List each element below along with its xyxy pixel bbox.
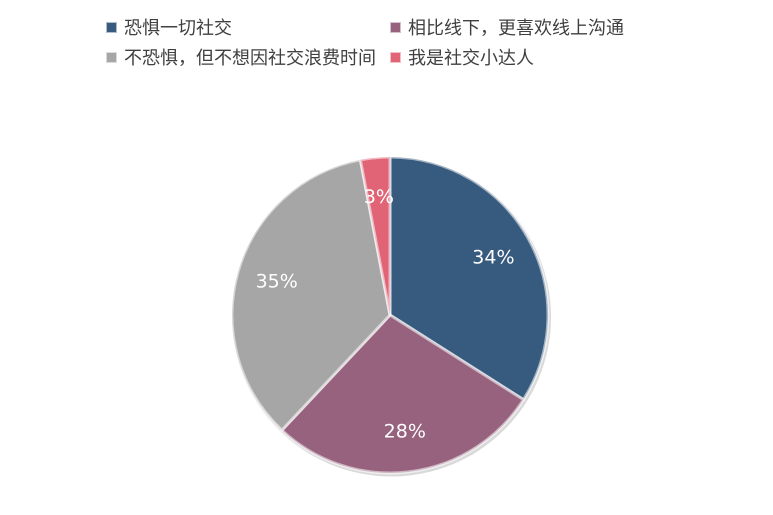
legend-label-2: 不恐惧，但不想因社交浪费时间 [124,48,376,69]
legend-label-0: 恐惧一切社交 [124,18,232,39]
slice-label-2: 35% [256,271,298,293]
legend-item-0: 恐惧一切社交 [106,14,232,40]
pie-slice-3 [358,155,392,317]
legend-swatch-0 [106,21,117,33]
chart-legend: 恐惧一切社交 相比线下，更喜欢线上沟通 不恐惧，但不想因社交浪费时间 我是社交小… [106,14,666,74]
legend-item-2: 不恐惧，但不想因社交浪费时间 [106,44,376,70]
legend-label-3: 我是社交小达人 [408,48,534,69]
pie-slice-2 [230,158,392,432]
slice-label-0: 34% [472,247,514,269]
pie-slice-1 [280,313,525,475]
slice-label-3: 3% [364,186,394,208]
legend-item-1: 相比线下，更喜欢线上沟通 [390,14,624,40]
legend-item-3: 我是社交小达人 [390,44,534,70]
legend-swatch-3 [390,51,401,63]
legend-swatch-2 [106,51,117,63]
legend-label-1: 相比线下，更喜欢线上沟通 [408,18,624,39]
legend-swatch-1 [390,21,401,33]
slice-label-1: 28% [384,421,426,443]
